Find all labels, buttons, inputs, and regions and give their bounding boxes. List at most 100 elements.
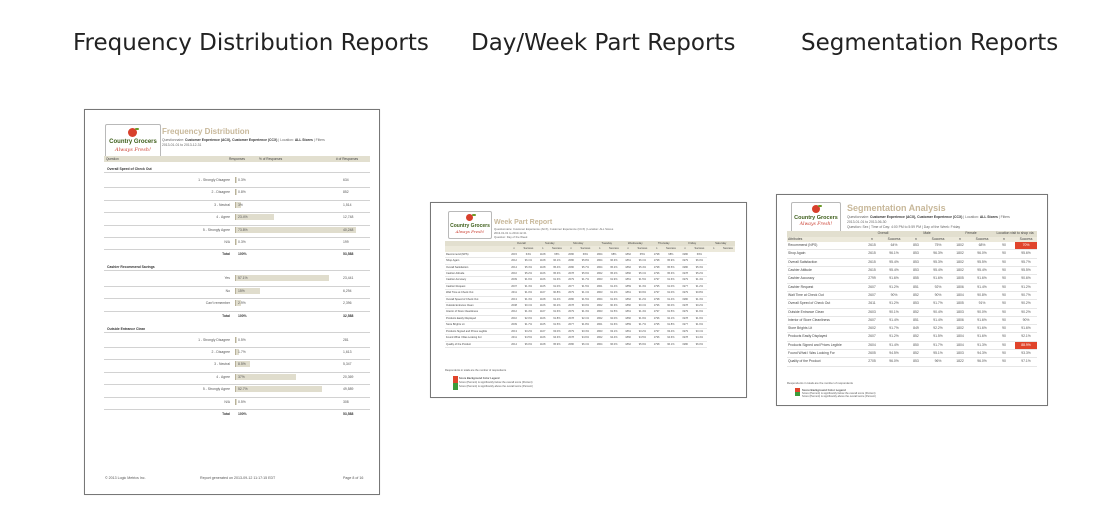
value-cell: 1979 [678, 276, 693, 284]
value-cell: 91.3% [606, 296, 621, 304]
report-meta-questionnaire: Questionnaire: Customer Experience (ACX)… [494, 227, 614, 231]
value-cell: 1105 [535, 283, 550, 291]
value-cell: 92.0% [521, 315, 536, 323]
value-cell: 1797 [649, 328, 664, 336]
value-cell: 96.1% [521, 257, 536, 265]
n-header: n [507, 246, 522, 252]
response-bar [235, 336, 237, 343]
report-title: Frequency Distribution [162, 127, 250, 136]
value-cell: 91.2% [883, 283, 905, 292]
value-cell: 90.1% [521, 302, 536, 310]
n-header: n [949, 236, 971, 243]
value-cell: 95.4% [883, 266, 905, 276]
value-cell: 1105 [535, 321, 550, 329]
value-cell: 90.4% [927, 308, 949, 317]
value-cell: 96.0% [883, 357, 905, 367]
day-header: Tuesday [592, 241, 621, 247]
response-bar [235, 201, 241, 208]
value-cell: 853 [905, 242, 927, 251]
attribute-label: Recommend (NPS) [445, 251, 507, 259]
value-cell: 2012 [507, 257, 522, 265]
value-cell: 96.0% [971, 357, 993, 367]
value-cell: 1803 [592, 308, 607, 316]
section-title: Outside Entrance Clean [107, 326, 146, 331]
value-cell: 1802 [592, 270, 607, 278]
table-row: Recommend (NPS) 2615 64% 853 75% 1802 68% 90 70% [787, 242, 1037, 251]
value-cell: 853 [905, 249, 927, 259]
value-cell: 90.9% [635, 289, 650, 297]
value-cell: 92.2% [927, 324, 949, 334]
value-cell: 90 [993, 249, 1015, 259]
value-cell: 91.4% [927, 316, 949, 326]
divider [104, 310, 370, 312]
response-percent: 0.8% [238, 190, 246, 195]
divider [104, 371, 370, 373]
value-cell: 95.5% [663, 264, 678, 272]
value-cell: 2705 [861, 357, 883, 367]
value-cell: 1106 [535, 302, 550, 310]
value-cell: 91.6% [606, 321, 621, 329]
table-row: Overall Speed of Check Out 2013 91.3% 1108 9… [445, 296, 735, 304]
table-subheader: n Success n Success n Success n Success n Success… [445, 246, 735, 252]
legend-green-text: Score (Percent) is significantly above t… [802, 395, 876, 398]
report-meta-questionnaire: Questionnaire: Customer Experience (ACX)… [847, 215, 1010, 219]
value-cell: 90.2% [549, 302, 564, 310]
value-cell: 2078 [564, 334, 579, 342]
value-cell: 90.8% [971, 291, 993, 301]
response-label: 2 - Disagree [211, 190, 230, 195]
total-percent: 100% [238, 412, 247, 416]
value-cell: 91.4% [692, 276, 707, 284]
divider [104, 212, 370, 214]
response-label: 2 - Disagree [211, 350, 230, 354]
value-cell: 91.0% [521, 289, 536, 297]
total-count: 53,588 [343, 252, 354, 257]
response-bar [235, 214, 275, 221]
attributes-header: Attributes [787, 236, 861, 243]
value-cell: 2078 [564, 302, 579, 310]
response-percent: 2.9% [238, 301, 246, 306]
logo-script-text: Always Fresh! [455, 229, 485, 234]
week-part-report[interactable]: Country Grocers Always Fresh! Week Part … [430, 202, 747, 398]
week-part-table: Overall Sunday Monday Tuesday Wednesday Thurs… [445, 241, 735, 348]
success-header: Success [521, 246, 536, 252]
response-bar [235, 300, 241, 307]
value-cell: 96.1% [663, 341, 678, 348]
value-cell: 1803 [949, 308, 971, 317]
value-cell: 95.3% [692, 264, 707, 272]
table-row: Quality of the Product 2014 96.0% 1108 95.9%… [445, 341, 735, 348]
response-percent: 1.7% [238, 350, 246, 354]
report-meta-date-range: 2013-01-01 to 2013-12-31 [162, 143, 202, 147]
value-cell: 92.1% [1015, 332, 1037, 342]
total-percent: 100% [238, 313, 247, 318]
total-count: 53,588 [343, 412, 354, 416]
response-percent: 8.5% [238, 362, 246, 367]
value-cell: 1803 [592, 328, 607, 336]
value-cell: 1979 [678, 257, 693, 265]
value-cell: 91.6% [663, 276, 678, 284]
value-cell: 2607 [861, 332, 883, 342]
highlighted-value-cell: 70% [1015, 242, 1037, 251]
value-cell: 1797 [649, 289, 664, 297]
value-cell: 2077 [564, 321, 579, 329]
report-meta-date-range: 2013-01-01 to 2013-12-31 [494, 231, 527, 235]
value-cell: 1108 [535, 264, 550, 272]
response-bar [235, 398, 237, 405]
value-cell: 1801 [592, 283, 607, 291]
value-cell: 93.2% [521, 328, 536, 336]
value-cell: 91.1% [578, 289, 593, 297]
response-label: 1 - Strongly Disagree [198, 337, 230, 342]
frequency-distribution-report[interactable]: Country Grocers Always Fresh! Frequency … [84, 109, 380, 495]
response-label: 3 - Neutral [214, 202, 230, 207]
value-cell: 1106 [535, 270, 550, 278]
value-cell: 1980 [678, 341, 693, 348]
segmentation-report[interactable]: Country Grocers Always Fresh! Segmentati… [776, 194, 1048, 406]
value-cell: 1860 [621, 270, 636, 278]
legend-red-text: Score (Percent) is significantly below t… [802, 392, 876, 395]
value-cell: 91.4% [549, 296, 564, 304]
success-header: Success [927, 236, 949, 243]
value-cell: 90 [993, 266, 1015, 276]
value-cell: 1803 [949, 349, 971, 359]
value-cell: 91.5% [578, 283, 593, 291]
success-header: Success [606, 246, 621, 252]
value-cell: 2611 [861, 299, 883, 309]
